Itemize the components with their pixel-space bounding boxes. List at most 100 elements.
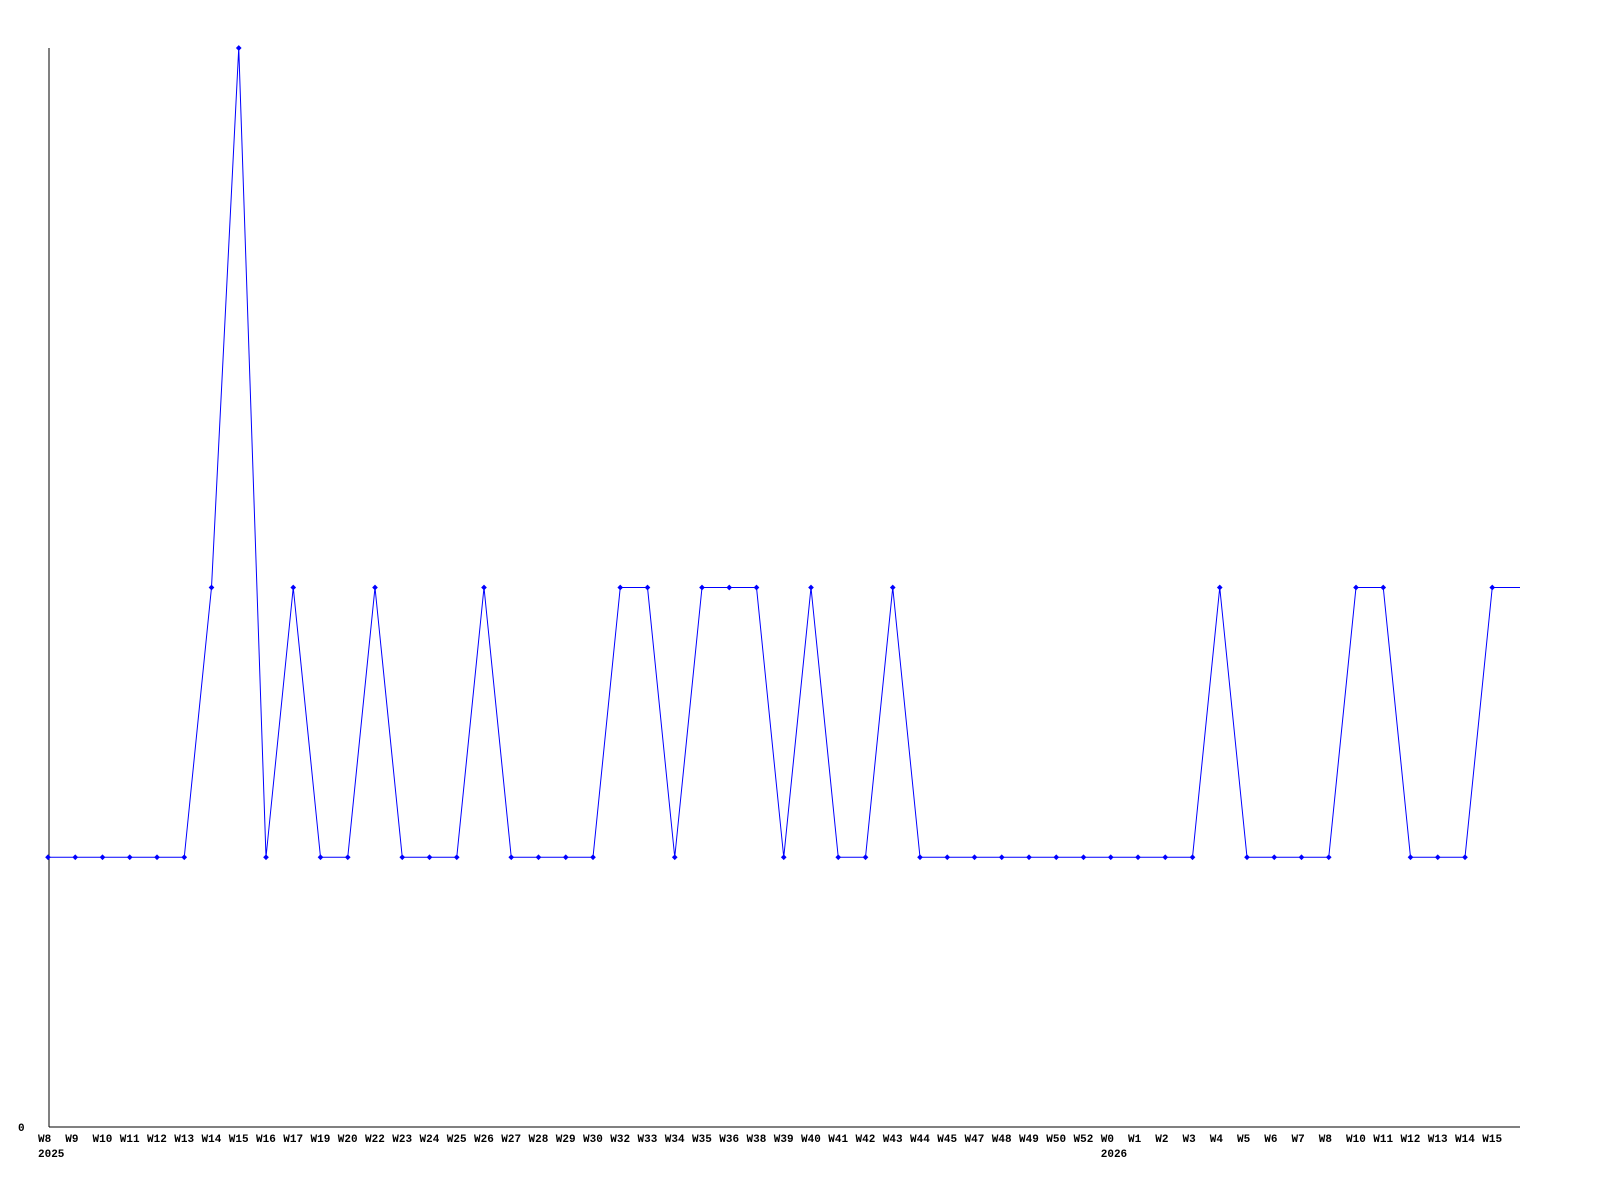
data-point xyxy=(508,854,515,861)
x-tick-label: W6 xyxy=(1264,1134,1277,1146)
data-point xyxy=(1135,854,1141,861)
x-tick-label: W47 xyxy=(965,1134,985,1146)
data-point xyxy=(126,854,133,861)
data-point xyxy=(617,584,624,591)
data-point xyxy=(1271,854,1278,861)
x-tick-label: W1 xyxy=(1128,1134,1142,1146)
x-tick-label: W35 xyxy=(692,1134,712,1146)
x-tick-label: W34 xyxy=(665,1134,685,1146)
x-tick-label: W38 xyxy=(747,1134,767,1146)
x-tick-label: W48 xyxy=(992,1134,1012,1146)
data-point xyxy=(45,854,51,861)
data-point xyxy=(1489,584,1496,591)
x-tick-label: W49 xyxy=(1019,1134,1039,1146)
data-point xyxy=(726,584,733,591)
data-point xyxy=(1380,584,1387,591)
x-tick-label: W44 xyxy=(910,1134,930,1146)
x-tick-label: W25 xyxy=(447,1134,467,1146)
data-point xyxy=(1244,854,1250,861)
data-point xyxy=(562,854,569,861)
data-point xyxy=(481,584,487,591)
x-tick-label: W2 xyxy=(1155,1134,1168,1146)
data-point xyxy=(835,854,842,861)
x-tick-label: W36 xyxy=(719,1134,739,1146)
x-tick-label: W50 xyxy=(1046,1134,1066,1146)
data-point xyxy=(1216,584,1223,591)
x-tick-label: W5 xyxy=(1237,1134,1251,1146)
x-tick-label: W15 xyxy=(1482,1134,1502,1146)
data-point xyxy=(1462,854,1468,861)
x-tick-label: W14 xyxy=(202,1134,222,1146)
data-point xyxy=(917,854,923,861)
x-tick-label: W13 xyxy=(1428,1134,1448,1146)
data-point xyxy=(1189,854,1196,861)
data-point xyxy=(780,854,787,861)
data-point xyxy=(399,854,406,861)
x-tick-label: W4 xyxy=(1210,1134,1224,1146)
x-tick-label: W0 xyxy=(1101,1134,1114,1146)
data-point xyxy=(1053,854,1060,861)
x-tick-label: W11 xyxy=(120,1134,140,1146)
axis-labels: 0 W8 W9 W10 W11 W12 W13 W14 W15 W16 W17 W19 W20 W22 W2… xyxy=(18,1123,1502,1161)
data-point xyxy=(753,584,760,591)
data-point xyxy=(590,854,596,861)
x-tick-label: W39 xyxy=(774,1134,794,1146)
x-tick-label: W27 xyxy=(501,1134,521,1146)
data-point xyxy=(808,584,814,591)
data-point xyxy=(1026,854,1032,861)
data-point xyxy=(453,854,460,861)
y-tick-label: 0 xyxy=(18,1123,25,1135)
data-point xyxy=(699,584,705,591)
data-point xyxy=(862,854,869,861)
x-tick-label: W41 xyxy=(828,1134,848,1146)
data-point xyxy=(971,854,978,861)
data-point xyxy=(889,584,896,591)
data-point xyxy=(208,584,215,591)
x-tick-label: W12 xyxy=(147,1134,167,1146)
x-tick-label: W13 xyxy=(174,1134,194,1146)
data-point xyxy=(1434,854,1441,861)
data-point xyxy=(671,854,678,861)
x-tick-label: W42 xyxy=(856,1134,876,1146)
data-point xyxy=(344,854,351,861)
x-tick-label: W26 xyxy=(474,1134,494,1146)
x-tick-label: W24 xyxy=(420,1134,440,1146)
data-point xyxy=(644,584,651,591)
data-point xyxy=(317,854,324,861)
data-point xyxy=(1298,854,1305,861)
x-tick-label: W17 xyxy=(283,1134,303,1146)
x-tick-label: W8 xyxy=(38,1134,52,1146)
data-point xyxy=(535,854,542,861)
data-point xyxy=(154,854,160,861)
data-point xyxy=(426,854,433,861)
x-tick-label: W15 xyxy=(229,1134,249,1146)
data-point xyxy=(372,584,378,591)
x-tick-label: W10 xyxy=(93,1134,113,1146)
x-tick-label: W29 xyxy=(556,1134,576,1146)
data-point xyxy=(1407,854,1414,861)
x-tick-label: W45 xyxy=(937,1134,957,1146)
data-point xyxy=(290,584,297,591)
x-tick-label: W28 xyxy=(529,1134,549,1146)
x-tick-label: W11 xyxy=(1373,1134,1393,1146)
x-tick-label: W9 xyxy=(65,1134,78,1146)
x-tick-label: W20 xyxy=(338,1134,358,1146)
data-point xyxy=(1107,854,1114,861)
data-point xyxy=(99,854,106,861)
data-point xyxy=(1162,854,1169,861)
axes xyxy=(48,48,1520,1128)
x-tick-label: W32 xyxy=(610,1134,630,1146)
data-point xyxy=(263,854,269,861)
x-tick-label: W23 xyxy=(392,1134,412,1146)
x-tick-label: W30 xyxy=(583,1134,603,1146)
data-point xyxy=(1080,854,1087,861)
data-point xyxy=(998,854,1005,861)
year-label: 2026 xyxy=(1101,1149,1127,1161)
data-point xyxy=(1353,584,1359,591)
x-tick-label: W3 xyxy=(1183,1134,1197,1146)
x-tick-label: W33 xyxy=(638,1134,658,1146)
data-point xyxy=(181,854,188,861)
data-line xyxy=(48,47,1520,858)
x-tick-label: W12 xyxy=(1401,1134,1421,1146)
